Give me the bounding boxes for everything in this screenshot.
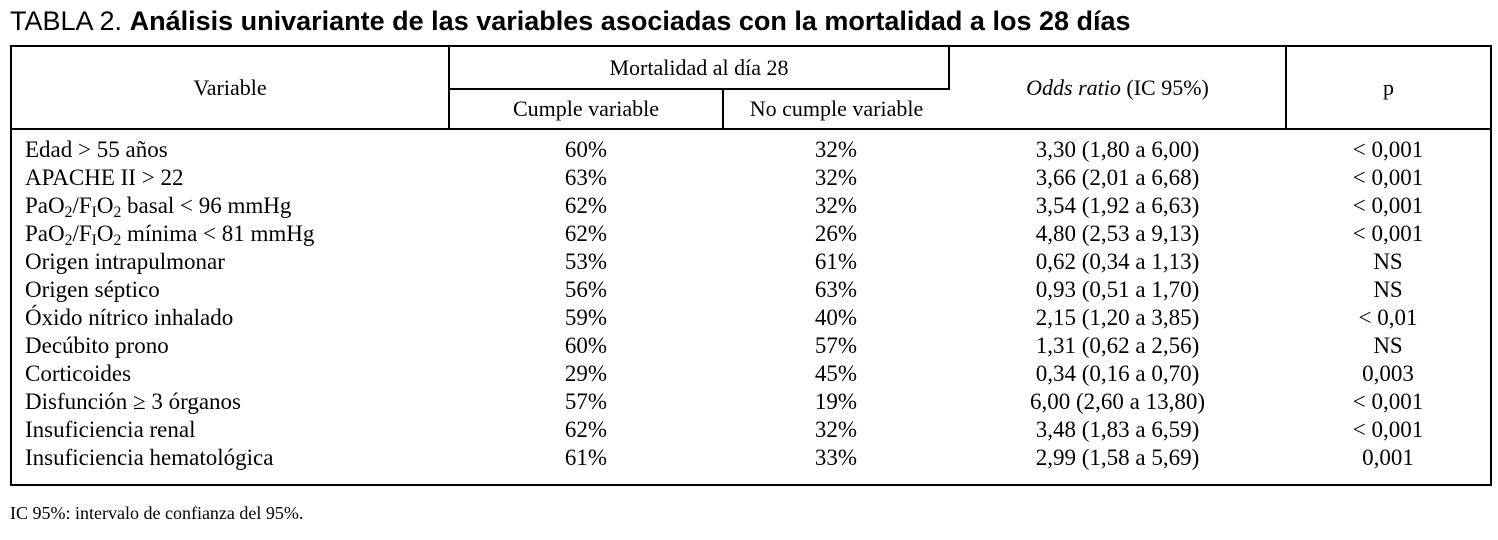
header-mortality-day-28: Mortalidad al día 28 <box>449 46 951 90</box>
cumple-cell: 62% <box>564 417 608 442</box>
subscript: 2 <box>113 203 122 221</box>
no-cumple-cell: 33% <box>814 445 858 470</box>
no-cumple-cell: 63% <box>814 277 858 302</box>
table-row: Origen intrapulmonar 53% 61% 0,62 (0,34 a 1… <box>11 248 1491 276</box>
cumple-cell: 62% <box>564 221 608 246</box>
table-row: PaO2/FIO2 mínima < 81 mmHg 62% 26% 4,80 (2,… <box>11 220 1491 248</box>
no-cumple-cell: 19% <box>814 389 858 414</box>
table-caption: Análisis univariante de las variables as… <box>129 6 1131 36</box>
variable-cell: Edad > 55 años <box>25 137 168 162</box>
table-row: Óxido nítrico inhalado 59% 40% 2,15 (1,20 a… <box>11 304 1491 332</box>
variable-cell: PaO2/FIO2 basal < 96 mmHg <box>25 193 292 221</box>
p-value-cell: 0,003 <box>1362 361 1414 386</box>
odds-ratio-cell: 3,48 (1,83 a 6,59) <box>1035 417 1200 442</box>
p-value-cell: < 0,001 <box>1352 165 1424 190</box>
table-body: Edad > 55 años 60% 32% 3,30 (1,80 a 6,00) < … <box>11 129 1491 485</box>
p-value-cell: NS <box>1373 249 1403 274</box>
no-cumple-cell: 32% <box>814 165 858 190</box>
odds-ratio-cell: 3,54 (1,92 a 6,63) <box>1035 193 1200 218</box>
no-cumple-cell: 57% <box>814 333 858 358</box>
cumple-cell: 53% <box>564 249 608 274</box>
p-value-cell: 0,001 <box>1362 445 1414 470</box>
p-value-cell: < 0,001 <box>1352 221 1424 246</box>
header-odds-ratio: Odds ratio (IC 95%) <box>949 46 1288 130</box>
table-row: Origen séptico 56% 63% 0,93 (0,51 a 1,70) NS <box>11 276 1491 304</box>
p-value-cell: < 0,001 <box>1352 193 1424 218</box>
no-cumple-cell: 26% <box>814 221 858 246</box>
table-row: PaO2/FIO2 basal < 96 mmHg 62% 32% 3,54 (1,9… <box>11 192 1491 220</box>
p-value-cell: NS <box>1373 277 1403 302</box>
no-cumple-cell: 32% <box>814 193 858 218</box>
no-cumple-cell: 32% <box>814 137 858 162</box>
no-cumple-cell: 32% <box>814 417 858 442</box>
no-cumple-cell: 40% <box>814 305 858 330</box>
cumple-cell: 29% <box>564 361 608 386</box>
header-odds-ratio-italic: Odds ratio <box>1026 74 1121 100</box>
variable-cell: APACHE II > 22 <box>25 165 184 190</box>
cumple-cell: 59% <box>564 305 608 330</box>
p-value-cell: < 0,001 <box>1352 389 1424 414</box>
table-row: Corticoides 29% 45% 0,34 (0,16 a 0,70) 0,003 <box>11 360 1491 388</box>
cumple-cell: 61% <box>564 445 608 470</box>
odds-ratio-cell: 6,00 (2,60 a 13,80) <box>1030 389 1206 414</box>
subscript: I <box>91 231 97 249</box>
header-cumple-variable: Cumple variable <box>449 89 724 130</box>
odds-ratio-cell: 0,34 (0,16 a 0,70) <box>1035 361 1200 386</box>
table-header: Variable Mortalidad al día 28 Odds ratio… <box>11 46 1492 130</box>
table-title: TABLA 2. Análisis univariante de las var… <box>0 0 1498 36</box>
subscript: I <box>91 203 97 221</box>
table-row: Edad > 55 años 60% 32% 3,30 (1,80 a 6,00) < … <box>11 129 1491 164</box>
cumple-cell: 57% <box>564 389 608 414</box>
variable-cell: PaO2/FIO2 mínima < 81 mmHg <box>25 221 315 249</box>
table-row: APACHE II > 22 63% 32% 3,66 (2,01 a 6,68) < … <box>11 164 1491 192</box>
table-row: Decúbito prono 60% 57% 1,31 (0,62 a 2,56) NS <box>11 332 1491 360</box>
footnote: IC 95%: intervalo de confianza del 95%. <box>10 503 304 523</box>
odds-ratio-cell: 3,66 (2,01 a 6,68) <box>1035 165 1200 190</box>
variable-cell: Óxido nítrico inhalado <box>25 305 234 330</box>
header-odds-ratio-ci: (IC 95%) <box>1120 74 1209 100</box>
odds-ratio-cell: 0,93 (0,51 a 1,70) <box>1035 277 1200 302</box>
odds-ratio-cell: 2,99 (1,58 a 5,69) <box>1035 445 1200 470</box>
variable-cell: Decúbito prono <box>25 333 169 358</box>
variable-cell: Insuficiencia renal <box>25 417 196 442</box>
odds-ratio-cell: 3,30 (1,80 a 6,00) <box>1035 137 1200 162</box>
variable-cell: Disfunción ≥ 3 órganos <box>25 389 241 414</box>
p-value-cell: < 0,01 <box>1358 305 1418 330</box>
table-row: Insuficiencia hematológica 61% 33% 2,99 (1,… <box>11 444 1491 485</box>
subscript: 2 <box>113 231 122 249</box>
subscript: 2 <box>64 203 73 221</box>
odds-ratio-cell: 2,15 (1,20 a 3,85) <box>1035 305 1200 330</box>
variable-cell: Origen intrapulmonar <box>25 249 225 274</box>
cumple-cell: 62% <box>564 193 608 218</box>
p-value-cell: < 0,001 <box>1352 137 1424 162</box>
header-no-cumple-variable: No cumple variable <box>723 89 950 130</box>
cumple-cell: 60% <box>564 137 608 162</box>
odds-ratio-cell: 0,62 (0,34 a 1,13) <box>1035 249 1200 274</box>
variable-cell: Insuficiencia hematológica <box>25 445 274 470</box>
header-p-value: p <box>1286 46 1492 130</box>
odds-ratio-cell: 4,80 (2,53 a 9,13) <box>1035 221 1200 246</box>
odds-ratio-cell: 1,31 (0,62 a 2,56) <box>1035 333 1200 358</box>
no-cumple-cell: 61% <box>814 249 858 274</box>
table-row: Disfunción ≥ 3 órganos 57% 19% 6,00 (2,60 a… <box>11 388 1491 416</box>
cumple-cell: 60% <box>564 333 608 358</box>
cumple-cell: 63% <box>564 165 608 190</box>
header-variable: Variable <box>11 46 450 130</box>
p-value-cell: NS <box>1373 333 1403 358</box>
table-label: TABLA 2. <box>10 6 123 36</box>
table-row: Insuficiencia renal 62% 32% 3,48 (1,83 a 6,… <box>11 416 1491 444</box>
univariate-analysis-table: Variable Mortalidad al día 28 Odds ratio… <box>10 45 1493 486</box>
variable-cell: Corticoides <box>25 361 132 386</box>
subscript: 2 <box>64 231 73 249</box>
p-value-cell: < 0,001 <box>1352 417 1424 442</box>
cumple-cell: 56% <box>564 277 608 302</box>
variable-cell: Origen séptico <box>25 277 160 302</box>
no-cumple-cell: 45% <box>814 361 858 386</box>
